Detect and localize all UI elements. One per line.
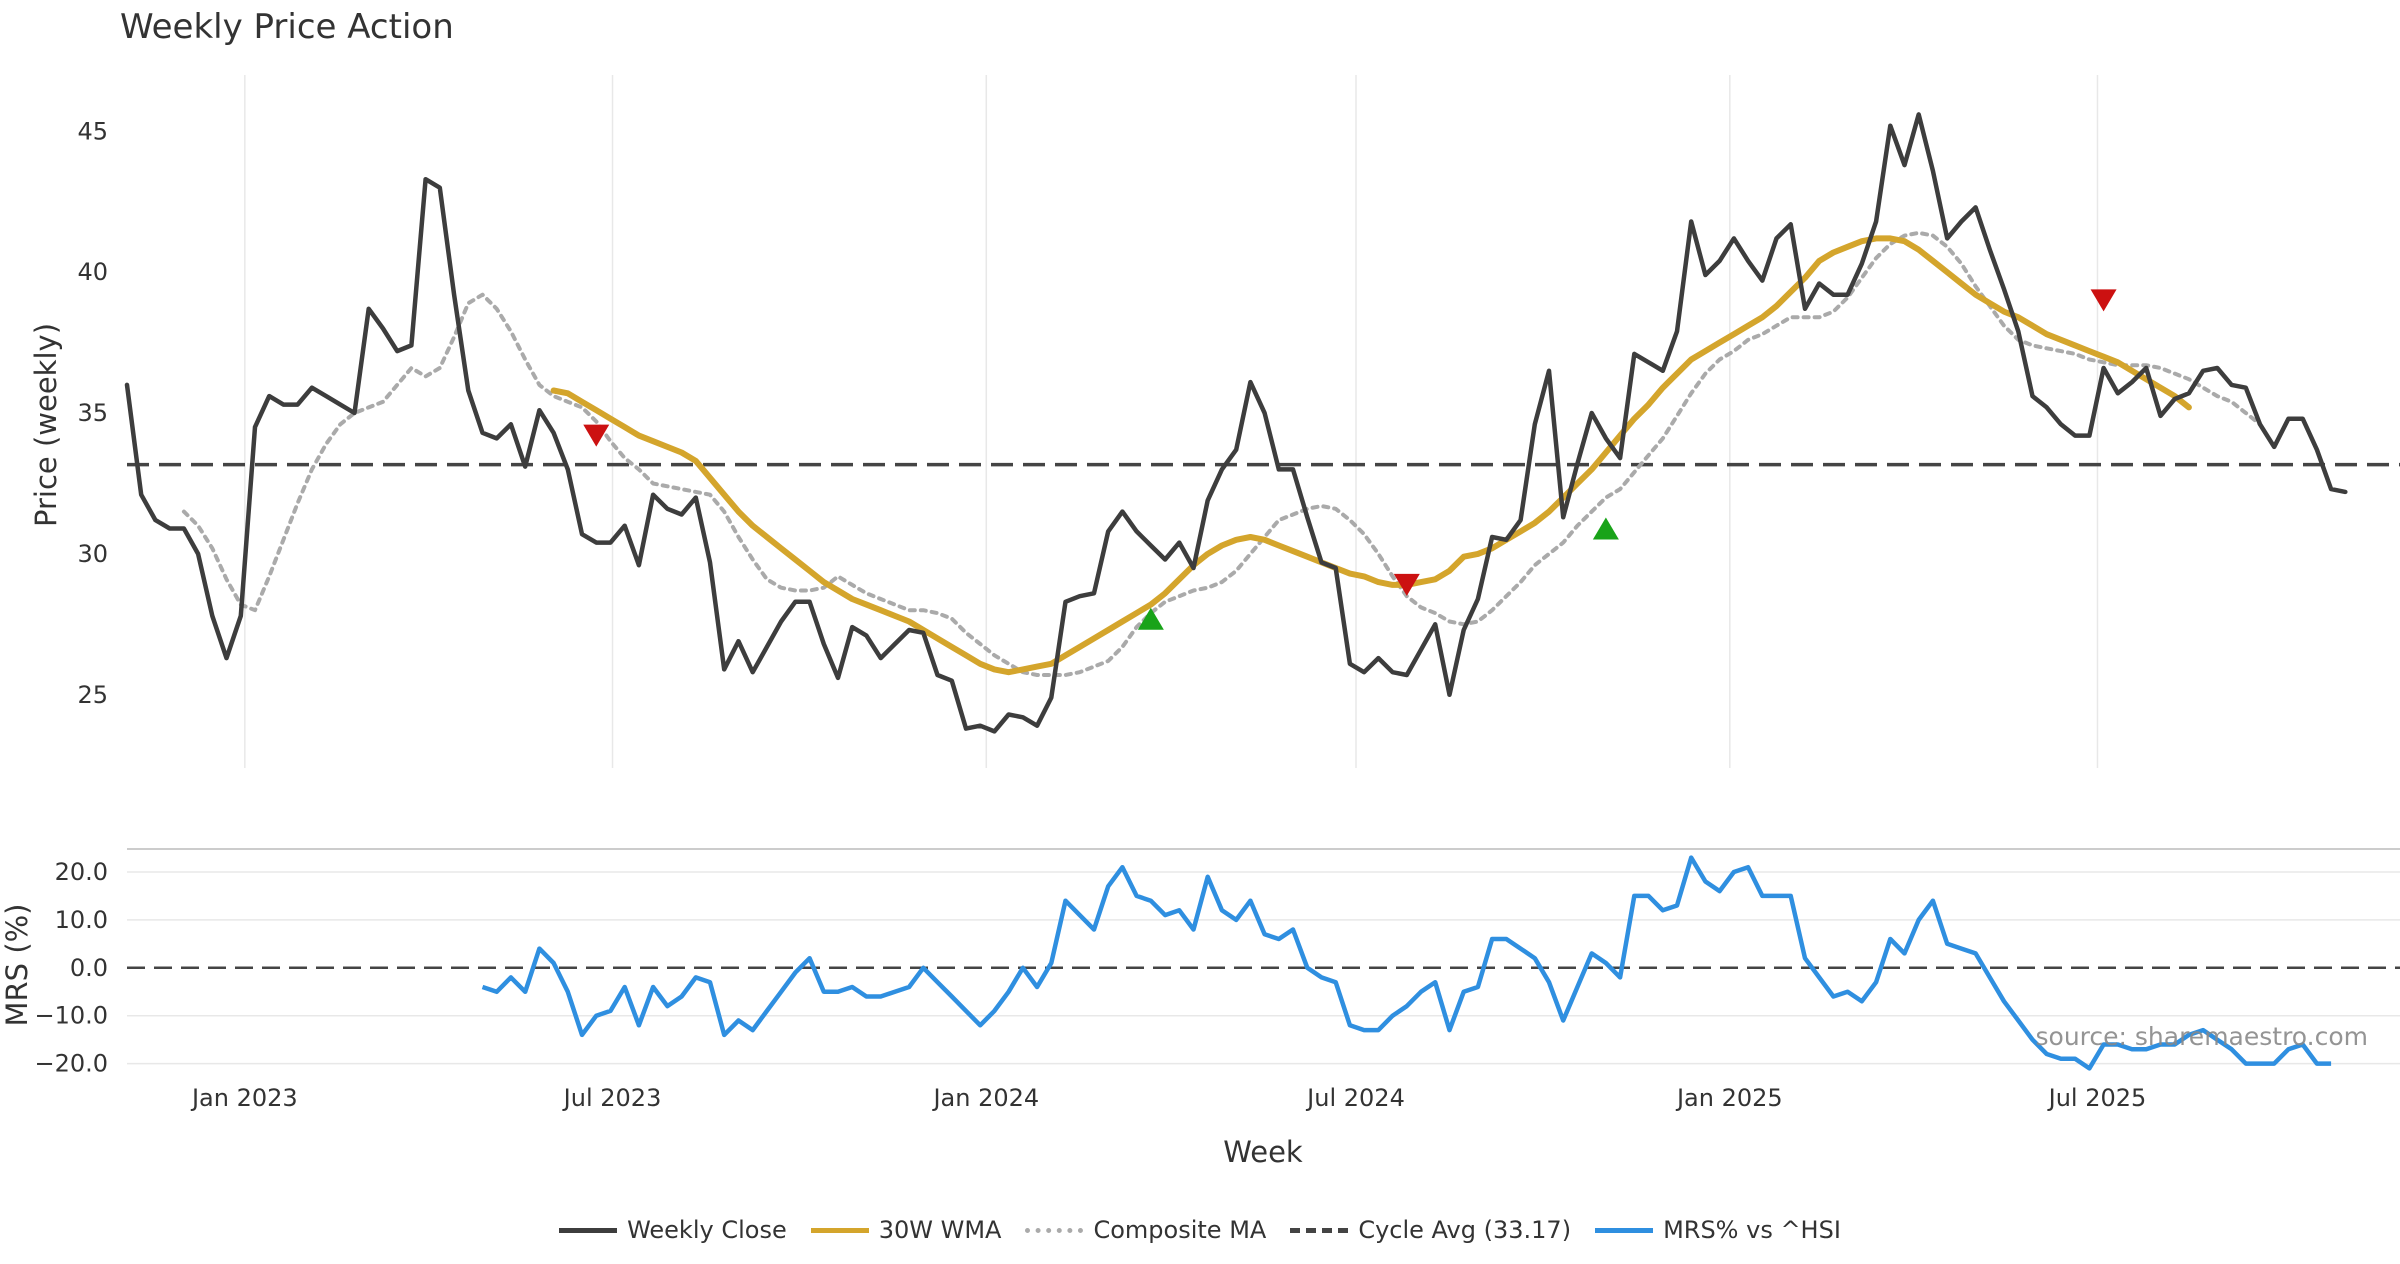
mrs-line (481, 855, 2332, 1071)
chart-title: Weekly Price Action (120, 7, 454, 47)
grid-layer (127, 75, 2400, 1065)
buy-signal-marker (1137, 607, 1164, 630)
legend-item: Weekly Close (559, 1216, 787, 1244)
mrs-y-tick-label: 10.0 (55, 906, 108, 934)
watermark: source: sharemaestro.com (2036, 1022, 2369, 1051)
mrs-y-axis-label: MRS (%) (0, 904, 34, 1027)
sell-signal-marker (2090, 289, 2117, 312)
x-tick-label: Jan 2023 (190, 1084, 298, 1112)
mrs-y-tick-label: 0.0 (70, 954, 108, 982)
price-y-tick-label: 35 (77, 399, 108, 427)
mrs-y-tick-label: 20.0 (55, 858, 108, 886)
price-y-tick-label: 40 (77, 258, 108, 286)
buy-signal-marker (1592, 517, 1619, 540)
x-tick-label: Jan 2024 (931, 1084, 1039, 1112)
price-y-axis-label: Price (weekly) (29, 323, 63, 527)
legend-swatch (810, 1227, 869, 1233)
sell-signal-marker (1393, 573, 1420, 596)
x-tick-label: Jul 2023 (562, 1084, 662, 1112)
legend-item: Cycle Avg (33.17) (1290, 1216, 1571, 1244)
x-tick-label: Jul 2024 (1305, 1084, 1405, 1112)
legend-item: Composite MA (1025, 1216, 1266, 1244)
legend-item: 30W WMA (810, 1216, 1002, 1244)
weekly-close-line (124, 112, 2348, 734)
mrs-y-tick-label: −20.0 (34, 1050, 108, 1078)
legend-swatch (1025, 1227, 1084, 1233)
price-y-tick-label: 25 (77, 681, 108, 709)
x-axis-label: Week (1223, 1135, 1303, 1169)
x-tick-label: Jan 2025 (1675, 1084, 1783, 1112)
legend-label: 30W WMA (878, 1216, 1002, 1244)
legend-label: Weekly Close (627, 1216, 787, 1244)
composite-ma-line (181, 230, 2262, 677)
text-layer: Weekly Price Action Week Price (weekly) MRS… (0, 7, 2368, 1169)
legend-item: MRS% vs ^HSI (1595, 1216, 1841, 1244)
price-y-tick-label: 45 (77, 117, 108, 145)
legend-swatch (1290, 1227, 1349, 1233)
legend-label: MRS% vs ^HSI (1663, 1216, 1841, 1244)
series-layer (124, 112, 2400, 1071)
legend-label: Composite MA (1093, 1216, 1267, 1244)
mrs-y-tick-label: −10.0 (34, 1002, 108, 1030)
legend-label: Cycle Avg (33.17) (1358, 1216, 1572, 1244)
price-y-tick-label: 30 (77, 540, 108, 568)
legend-swatch (1595, 1227, 1654, 1233)
x-tick-label: Jul 2025 (2047, 1084, 2147, 1112)
legend-swatch (559, 1227, 618, 1233)
sell-signal-marker (583, 424, 610, 447)
signal-marker-layer (583, 289, 2117, 630)
chart-legend: Weekly Close 30W WMA Composite MA Cycle Avg… (0, 1212, 2400, 1248)
wma-30w-line (550, 235, 2192, 676)
